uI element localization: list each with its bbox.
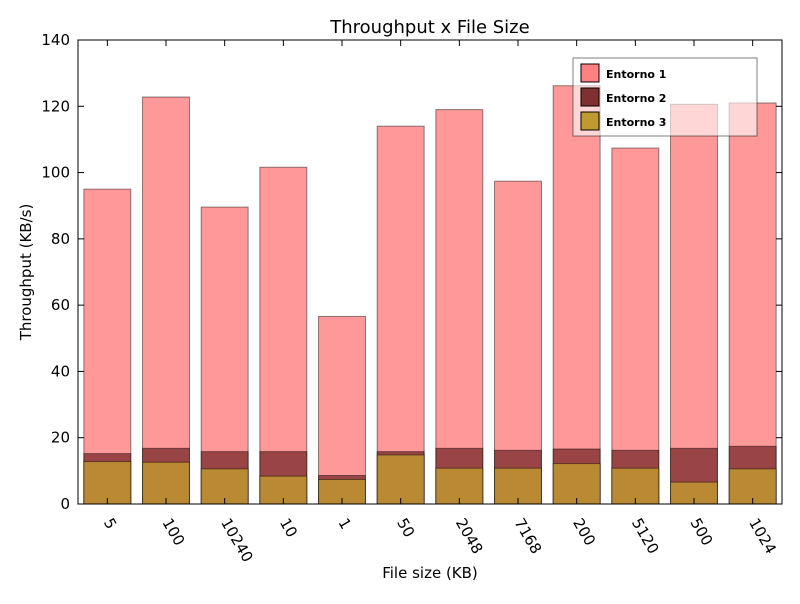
bar-series1-5120 [611,147,660,505]
bar-series1-200 [552,85,601,505]
x-tick-label-10: 10 [276,515,301,541]
bar-series1-500 [670,103,718,505]
y-tick-label-80: 80 [51,230,70,248]
x-tick-label-50: 50 [393,515,418,541]
plot-frame [77,39,783,505]
bar-series1-7168 [494,180,542,505]
legend-swatch-1 [580,63,600,83]
x-tick-label-500: 500 [687,515,717,549]
x-tick-label-1: 1 [335,515,355,532]
y-tick-label-100: 100 [41,164,70,182]
bar-series3-50 [376,454,425,505]
chart-title: Throughput x File Size [329,17,529,38]
bar-series3-1 [318,478,366,505]
bars-layer [83,85,777,505]
bar-series1-50 [376,125,425,505]
y-tick-label-0: 0 [60,495,70,513]
legend-label-3: Entorno 3 [606,116,666,129]
y-tick-label-120: 120 [41,97,70,115]
bar-series1-5 [83,188,132,505]
y-tick-label-40: 40 [51,362,70,380]
legend-box [572,57,758,137]
x-tick-label-100: 100 [159,515,189,549]
x-tick-label-7168: 7168 [511,515,546,557]
bar-series1-1 [318,315,366,505]
bar-series1-1024 [728,102,777,505]
x-axis-label: File size (KB) [382,564,478,582]
legend-label-2: Entorno 2 [606,92,666,105]
x-tick-label-1024: 1024 [745,515,780,557]
y-tick-label-20: 20 [51,429,70,447]
bar-series3-100 [142,461,190,505]
x-tick-label-10240: 10240 [217,515,256,565]
legend-swatch-2 [580,87,600,107]
y-tick-label-140: 140 [41,31,70,49]
legend: Entorno 1 Entorno 2 Entorno 3 [572,57,758,137]
x-tick-label-5120: 5120 [628,515,663,557]
x-tick-label-2048: 2048 [452,515,487,557]
bar-series1-2048 [435,109,484,505]
legend-label-1: Entorno 1 [606,68,666,81]
bar-series1-10 [259,166,308,505]
legend-swatch-3 [580,111,600,131]
x-tick-label-200: 200 [569,515,599,549]
bar-series3-5 [83,461,132,505]
y-tick-label-60: 60 [51,296,70,314]
y-axis-label: Throughput (KB/s) [17,204,35,342]
x-tick-label-5: 5 [100,515,120,532]
bar-series3-200 [552,463,601,505]
bar-series1-100 [142,96,190,505]
